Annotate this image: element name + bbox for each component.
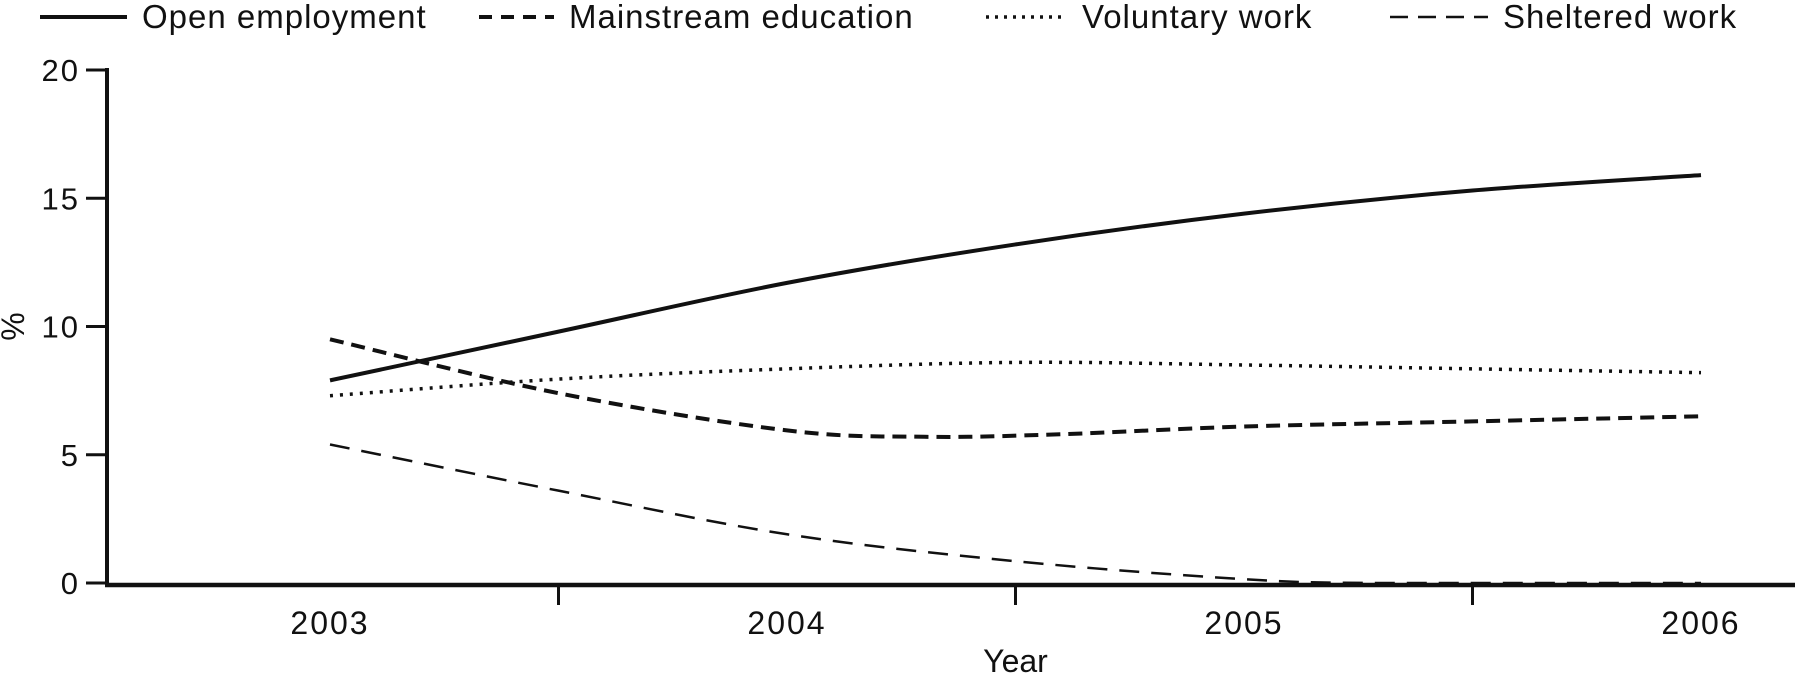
y-tick-label: 5 xyxy=(61,438,80,473)
y-tick-label: 10 xyxy=(42,310,80,345)
x-tick-label: 2005 xyxy=(1204,605,1283,641)
y-tick-label: 20 xyxy=(42,53,80,88)
x-tick-label: 2006 xyxy=(1661,605,1740,641)
y-tick-label: 15 xyxy=(42,181,80,216)
y-axis-title: % xyxy=(0,312,31,340)
series-line-solid xyxy=(329,173,1702,383)
series-line-dashed xyxy=(329,337,1702,439)
legend-label: Mainstream education xyxy=(569,0,914,35)
legend-item: Sheltered work xyxy=(1390,0,1737,35)
x-axis-title: Year xyxy=(983,643,1048,679)
x-tick-label: 2003 xyxy=(290,605,369,641)
legend-label: Voluntary work xyxy=(1082,0,1312,35)
legend-item: Voluntary work xyxy=(986,0,1312,35)
y-tick-label: 0 xyxy=(61,566,80,601)
x-tick-label: 2004 xyxy=(747,605,826,641)
series-line-dotted xyxy=(329,360,1702,398)
legend-item: Mainstream education xyxy=(479,0,914,35)
legend-label: Sheltered work xyxy=(1503,0,1737,35)
legend-item: Open employment xyxy=(40,0,427,35)
legend-label: Open employment xyxy=(142,0,427,35)
series-line-longdash xyxy=(329,443,1701,585)
